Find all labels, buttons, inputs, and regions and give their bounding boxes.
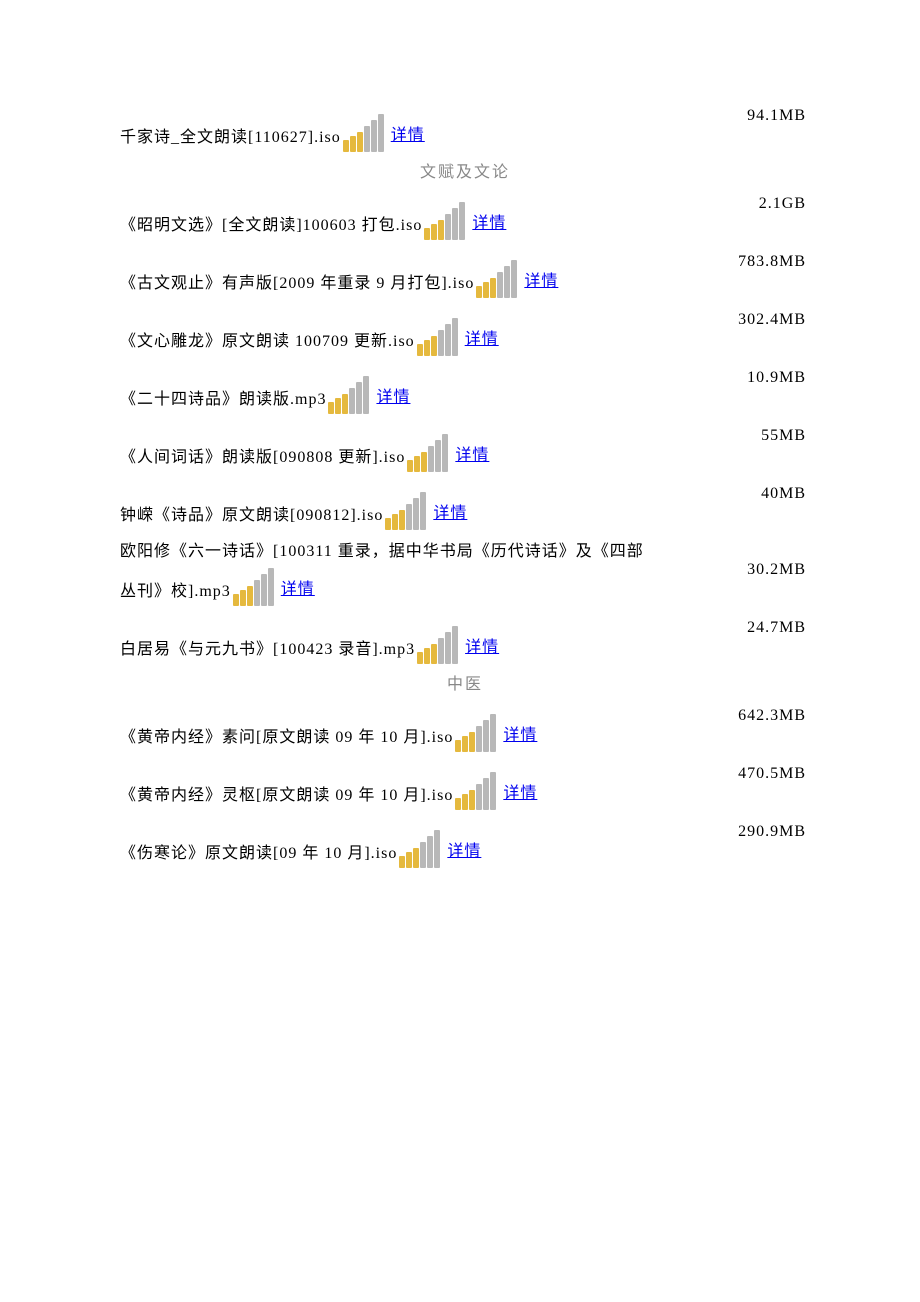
- signal-bars-icon: [417, 626, 459, 664]
- file-row-left: 白居易《与元九书》[100423 录音].mp3 详情: [120, 626, 499, 666]
- file-name: 《黄帝内经》素问[原文朗读 09 年 10 月].iso: [120, 722, 453, 754]
- file-name: 欧阳修《六一诗话》[100311 重录，据中华书局《历代诗话》及《四部: [120, 536, 680, 568]
- file-row-left: 欧阳修《六一诗话》[100311 重录，据中华书局《历代诗话》及《四部丛刊》校]…: [120, 536, 680, 608]
- file-row: 《古文观止》有声版[2009 年重录 9 月打包].iso 详情 783.8MB: [120, 246, 810, 300]
- file-row: 钟嵘《诗品》原文朗读[090812].iso 详情 40MB: [120, 478, 810, 532]
- details-link[interactable]: 详情: [465, 324, 499, 358]
- file-name: 钟嵘《诗品》原文朗读[090812].iso: [120, 500, 383, 532]
- file-size: 783.8MB: [738, 246, 810, 300]
- file-row: 《黄帝内经》灵枢[原文朗读 09 年 10 月].iso 详情 470.5MB: [120, 758, 810, 812]
- file-name: 《昭明文选》[全文朗读]100603 打包.iso: [120, 210, 422, 242]
- section-heading: 文赋及文论: [120, 158, 810, 182]
- file-row-left: 《伤寒论》原文朗读[09 年 10 月].iso 详情: [120, 830, 481, 870]
- signal-bars-icon: [417, 318, 459, 356]
- details-link[interactable]: 详情: [447, 836, 481, 870]
- file-name: 《黄帝内经》灵枢[原文朗读 09 年 10 月].iso: [120, 780, 453, 812]
- file-size: 2.1GB: [759, 188, 810, 242]
- signal-bars-icon: [407, 434, 449, 472]
- file-row-left: 《二十四诗品》朗读版.mp3 详情: [120, 376, 410, 416]
- file-row-left: 《黄帝内经》灵枢[原文朗读 09 年 10 月].iso 详情: [120, 772, 537, 812]
- signal-bars-icon: [455, 714, 497, 752]
- file-size: 24.7MB: [747, 612, 810, 666]
- signal-bars-icon: [455, 772, 497, 810]
- file-size: 94.1MB: [747, 100, 810, 154]
- file-name: 《伤寒论》原文朗读[09 年 10 月].iso: [120, 838, 397, 870]
- details-link[interactable]: 详情: [472, 208, 506, 242]
- file-name: 《文心雕龙》原文朗读 100709 更新.iso: [120, 326, 415, 358]
- file-size: 10.9MB: [747, 362, 810, 416]
- file-size: 30.2MB: [747, 554, 810, 608]
- details-link[interactable]: 详情: [503, 778, 537, 812]
- file-row: 欧阳修《六一诗话》[100311 重录，据中华书局《历代诗话》及《四部丛刊》校]…: [120, 536, 810, 608]
- file-row-left: 千家诗_全文朗读[110627].iso 详情: [120, 114, 425, 154]
- details-link[interactable]: 详情: [455, 440, 489, 474]
- file-row: 千家诗_全文朗读[110627].iso 详情 94.1MB: [120, 100, 810, 154]
- file-row-left: 《昭明文选》[全文朗读]100603 打包.iso 详情: [120, 202, 506, 242]
- file-size: 470.5MB: [738, 758, 810, 812]
- file-row-left: 《文心雕龙》原文朗读 100709 更新.iso 详情: [120, 318, 499, 358]
- file-row: 白居易《与元九书》[100423 录音].mp3 详情 24.7MB: [120, 612, 810, 666]
- file-name: 丛刊》校].mp3: [120, 576, 231, 608]
- signal-bars-icon: [343, 114, 385, 152]
- file-row: 《黄帝内经》素问[原文朗读 09 年 10 月].iso 详情 642.3MB: [120, 700, 810, 754]
- details-link[interactable]: 详情: [503, 720, 537, 754]
- file-row-left: 《古文观止》有声版[2009 年重录 9 月打包].iso 详情: [120, 260, 558, 300]
- file-row-left: 《人间词话》朗读版[090808 更新].iso 详情: [120, 434, 489, 474]
- signal-bars-icon: [385, 492, 427, 530]
- details-link[interactable]: 详情: [465, 632, 499, 666]
- signal-bars-icon: [399, 830, 441, 868]
- file-list: 千家诗_全文朗读[110627].iso 详情 94.1MB 文赋及文论《昭明文选》[…: [0, 0, 920, 1014]
- file-row-left: 钟嵘《诗品》原文朗读[090812].iso 详情: [120, 492, 467, 532]
- signal-bars-icon: [233, 568, 275, 606]
- file-size: 55MB: [761, 420, 810, 474]
- file-row: 《伤寒论》原文朗读[09 年 10 月].iso 详情 290.9MB: [120, 816, 810, 870]
- file-name: 《人间词话》朗读版[090808 更新].iso: [120, 442, 405, 474]
- file-row-left: 《黄帝内经》素问[原文朗读 09 年 10 月].iso 详情: [120, 714, 537, 754]
- file-name: 千家诗_全文朗读[110627].iso: [120, 122, 341, 154]
- details-link[interactable]: 详情: [376, 382, 410, 416]
- details-link[interactable]: 详情: [524, 266, 558, 300]
- file-name: 《古文观止》有声版[2009 年重录 9 月打包].iso: [120, 268, 474, 300]
- file-row: 《文心雕龙》原文朗读 100709 更新.iso 详情 302.4MB: [120, 304, 810, 358]
- signal-bars-icon: [476, 260, 518, 298]
- details-link[interactable]: 详情: [281, 574, 315, 608]
- signal-bars-icon: [328, 376, 370, 414]
- section-heading: 中医: [120, 670, 810, 694]
- file-name: 《二十四诗品》朗读版.mp3: [120, 384, 326, 416]
- file-size: 642.3MB: [738, 700, 810, 754]
- details-link[interactable]: 详情: [433, 498, 467, 532]
- file-row: 《二十四诗品》朗读版.mp3 详情 10.9MB: [120, 362, 810, 416]
- file-size: 40MB: [761, 478, 810, 532]
- details-link[interactable]: 详情: [391, 120, 425, 154]
- file-row: 《昭明文选》[全文朗读]100603 打包.iso 详情 2.1GB: [120, 188, 810, 242]
- file-size: 290.9MB: [738, 816, 810, 870]
- file-row: 《人间词话》朗读版[090808 更新].iso 详情 55MB: [120, 420, 810, 474]
- signal-bars-icon: [424, 202, 466, 240]
- file-name: 白居易《与元九书》[100423 录音].mp3: [120, 634, 415, 666]
- file-size: 302.4MB: [738, 304, 810, 358]
